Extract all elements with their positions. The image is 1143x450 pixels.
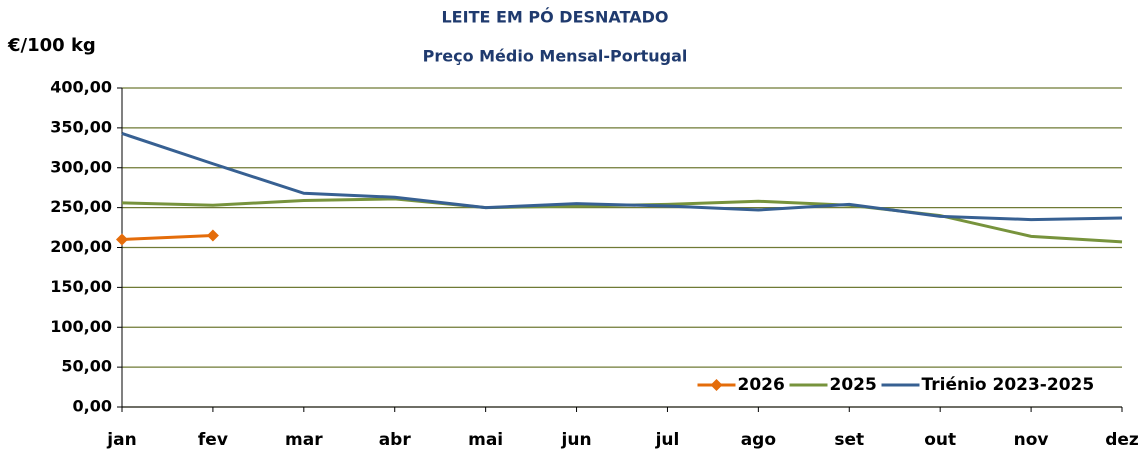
legend-label: Triénio 2023-2025 — [922, 375, 1095, 395]
x-tick-label: jan — [106, 430, 136, 450]
legend-label: 2026 — [738, 375, 785, 395]
y-tick-label: 0,00 — [73, 397, 112, 416]
y-axis-label: €/100 kg — [7, 35, 96, 56]
legend-label: 2025 — [830, 375, 877, 395]
point-marker — [206, 229, 219, 242]
legend-marker — [710, 379, 723, 391]
x-tick-label: jun — [561, 430, 592, 450]
x-tick-label: dez — [1105, 430, 1139, 450]
y-tick-label: 250,00 — [50, 197, 112, 216]
chart-subtitle: Preço Médio Mensal-Portugal — [423, 47, 688, 66]
x-tick-label: ago — [741, 430, 776, 450]
x-tick-label: nov — [1014, 430, 1049, 450]
y-tick-label: 100,00 — [50, 317, 112, 336]
x-tick-label: out — [924, 430, 956, 450]
y-tick-label: 200,00 — [50, 237, 112, 256]
x-tick-label: mar — [285, 430, 323, 450]
x-tick-label: fev — [198, 430, 228, 450]
y-tick-label: 150,00 — [50, 277, 112, 296]
chart-title: LEITE EM PÓ DESNATADO — [441, 8, 668, 27]
x-tick-label: set — [834, 430, 864, 450]
x-tick-label: abr — [379, 430, 412, 450]
y-tick-label: 300,00 — [50, 157, 112, 176]
x-tick-label: jul — [655, 430, 680, 450]
series-line — [121, 132, 1123, 222]
y-tick-label: 400,00 — [50, 78, 112, 97]
series-line — [121, 234, 213, 242]
y-tick-label: 350,00 — [50, 117, 112, 136]
y-tick-label: 50,00 — [61, 357, 112, 376]
x-tick-label: mai — [468, 430, 503, 450]
point-marker — [116, 233, 128, 246]
